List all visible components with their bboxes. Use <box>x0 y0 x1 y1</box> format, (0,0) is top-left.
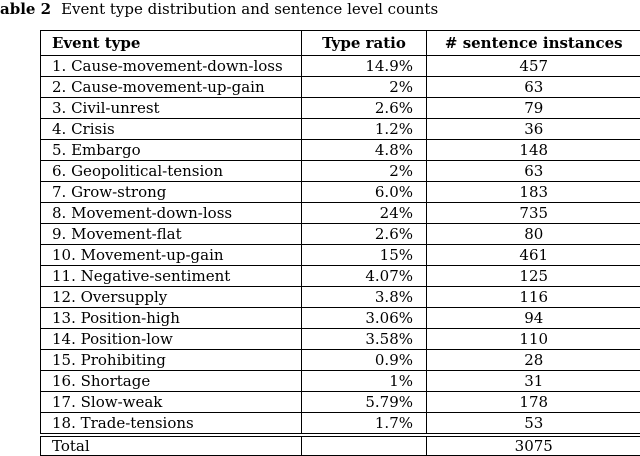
type-ratio-cell: 2.6% <box>301 223 427 245</box>
type-ratio-cell: 0.9% <box>301 349 427 371</box>
count-cell: 116 <box>426 286 640 308</box>
header-event-type: Event type <box>40 30 302 56</box>
table-row: 15. Prohibiting 0.9% 28 <box>40 349 640 371</box>
count-cell: 461 <box>426 244 640 266</box>
count-cell: 94 <box>426 307 640 329</box>
type-ratio-cell: 14.9% <box>301 55 427 77</box>
count-cell: 178 <box>426 391 640 413</box>
event-type-cell: 2. Cause-movement-up-gain <box>40 76 302 98</box>
table-row: 11. Negative-sentiment 4.07% 125 <box>40 265 640 287</box>
type-ratio-cell: 24% <box>301 202 427 224</box>
count-cell: 457 <box>426 55 640 77</box>
type-ratio-cell: 6.0% <box>301 181 427 203</box>
count-cell: 183 <box>426 181 640 203</box>
table-caption: able 2 Event type distribution and senten… <box>0 0 438 19</box>
type-ratio-cell: 1.2% <box>301 118 427 140</box>
table-row: 18. Trade-tensions 1.7% 53 <box>40 412 640 436</box>
header-sentence-instances: # sentence instances <box>426 30 640 56</box>
table-row: 6. Geopolitical-tension 2% 63 <box>40 160 640 182</box>
type-ratio-cell: 5.79% <box>301 391 427 413</box>
count-cell: 148 <box>426 139 640 161</box>
table-caption-label: able 2 <box>0 0 52 18</box>
count-cell: 53 <box>426 412 640 436</box>
table-row: 4. Crisis 1.2% 36 <box>40 118 640 140</box>
event-type-cell: 3. Civil-unrest <box>40 97 302 119</box>
event-type-cell: 16. Shortage <box>40 370 302 392</box>
event-type-cell: 6. Geopolitical-tension <box>40 160 302 182</box>
header-type-ratio: Type ratio <box>301 30 427 56</box>
table-row: 8. Movement-down-loss 24% 735 <box>40 202 640 224</box>
table-row: 3. Civil-unrest 2.6% 79 <box>40 97 640 119</box>
event-type-cell: 13. Position-high <box>40 307 302 329</box>
count-cell: 63 <box>426 160 640 182</box>
event-type-cell: 1. Cause-movement-down-loss <box>40 55 302 77</box>
count-cell: 63 <box>426 76 640 98</box>
type-ratio-cell: 2% <box>301 160 427 182</box>
table-row: 13. Position-high 3.06% 94 <box>40 307 640 329</box>
count-cell: 79 <box>426 97 640 119</box>
type-ratio-cell: 1% <box>301 370 427 392</box>
total-ratio-cell <box>301 433 427 456</box>
table-row: 12. Oversupply 3.8% 116 <box>40 286 640 308</box>
table-row: 10. Movement-up-gain 15% 461 <box>40 244 640 266</box>
type-ratio-cell: 3.06% <box>301 307 427 329</box>
table-row: 1. Cause-movement-down-loss 14.9% 457 <box>40 55 640 77</box>
event-type-cell: 8. Movement-down-loss <box>40 202 302 224</box>
count-cell: 125 <box>426 265 640 287</box>
table-row: 14. Position-low 3.58% 110 <box>40 328 640 350</box>
type-ratio-cell: 3.8% <box>301 286 427 308</box>
event-type-table: Event type Type ratio # sentence instanc… <box>40 30 640 456</box>
count-cell: 110 <box>426 328 640 350</box>
event-type-cell: 11. Negative-sentiment <box>40 265 302 287</box>
table-row: 5. Embargo 4.8% 148 <box>40 139 640 161</box>
count-cell: 31 <box>426 370 640 392</box>
event-type-cell: 15. Prohibiting <box>40 349 302 371</box>
table-row: 2. Cause-movement-up-gain 2% 63 <box>40 76 640 98</box>
type-ratio-cell: 4.8% <box>301 139 427 161</box>
count-cell: 735 <box>426 202 640 224</box>
event-type-cell: 14. Position-low <box>40 328 302 350</box>
event-type-cell: 18. Trade-tensions <box>40 412 302 436</box>
total-count-cell: 3075 <box>426 433 640 456</box>
total-label-cell: Total <box>40 433 302 456</box>
type-ratio-cell: 2% <box>301 76 427 98</box>
count-cell: 36 <box>426 118 640 140</box>
event-type-cell: 12. Oversupply <box>40 286 302 308</box>
table-row: 7. Grow-strong 6.0% 183 <box>40 181 640 203</box>
count-cell: 80 <box>426 223 640 245</box>
type-ratio-cell: 15% <box>301 244 427 266</box>
event-type-cell: 7. Grow-strong <box>40 181 302 203</box>
event-type-cell: 10. Movement-up-gain <box>40 244 302 266</box>
table-caption-text: Event type distribution and sentence lev… <box>61 0 439 18</box>
type-ratio-cell: 4.07% <box>301 265 427 287</box>
total-row: Total 3075 <box>40 433 640 456</box>
type-ratio-cell: 3.58% <box>301 328 427 350</box>
count-cell: 28 <box>426 349 640 371</box>
table-row: 17. Slow-weak 5.79% 178 <box>40 391 640 413</box>
event-type-cell: 4. Crisis <box>40 118 302 140</box>
event-type-cell: 17. Slow-weak <box>40 391 302 413</box>
type-ratio-cell: 2.6% <box>301 97 427 119</box>
table-row: 16. Shortage 1% 31 <box>40 370 640 392</box>
event-type-cell: 9. Movement-flat <box>40 223 302 245</box>
type-ratio-cell: 1.7% <box>301 412 427 436</box>
event-type-cell: 5. Embargo <box>40 139 302 161</box>
table-row: 9. Movement-flat 2.6% 80 <box>40 223 640 245</box>
header-row: Event type Type ratio # sentence instanc… <box>40 30 640 56</box>
